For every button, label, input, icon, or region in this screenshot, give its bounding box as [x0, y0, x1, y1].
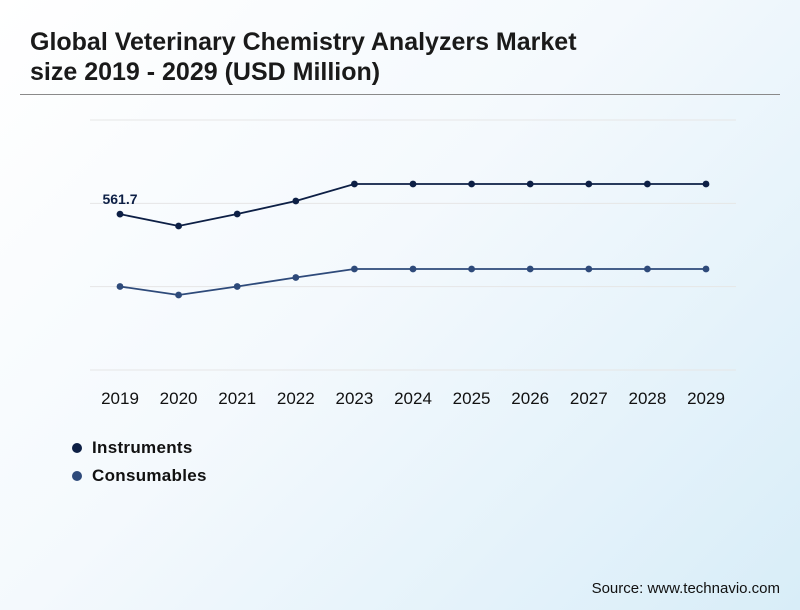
x-tick-label: 2022: [277, 389, 315, 408]
data-point-consumables: [292, 274, 300, 281]
legend-item-consumables: Consumables: [72, 462, 207, 490]
title-divider: [20, 94, 780, 95]
data-point-instruments: [585, 180, 593, 188]
x-tick-label: 2023: [335, 389, 373, 408]
legend-marker-instruments: [72, 443, 82, 453]
data-point-consumables: [233, 283, 241, 290]
data-point-instruments: [175, 222, 183, 230]
data-point-instruments: [233, 210, 241, 218]
data-point-instruments: [468, 180, 475, 188]
data-label: 561.7: [102, 191, 137, 207]
x-tick-label: 2028: [628, 389, 666, 408]
x-tick-label: 2021: [218, 389, 256, 408]
data-point-consumables: [351, 265, 358, 273]
x-tick-label: 2020: [160, 389, 198, 408]
x-tick-label: 2019: [101, 389, 139, 408]
legend: Instruments Consumables: [72, 434, 207, 490]
x-tick-label: 2026: [511, 389, 549, 408]
data-point-consumables: [585, 265, 593, 273]
legend-item-instruments: Instruments: [72, 434, 207, 462]
data-point-instruments: [292, 197, 300, 205]
data-point-consumables: [116, 283, 124, 290]
data-point-consumables: [526, 265, 534, 273]
chart-title-line-1: Global Veterinary Chemistry Analyzers Ma…: [30, 28, 577, 56]
data-point-consumables: [175, 291, 183, 299]
chart-title-line-2: size 2019 - 2029 (USD Million): [30, 58, 381, 86]
data-point-consumables: [702, 265, 710, 273]
legend-label-instruments: Instruments: [92, 438, 193, 457]
data-point-consumables: [644, 265, 651, 273]
series-line-consumables: [119, 268, 706, 296]
legend-label-consumables: Consumables: [92, 466, 207, 485]
data-point-consumables: [409, 265, 417, 273]
data-point-instruments: [351, 180, 358, 188]
data-point-instruments: [116, 210, 124, 218]
data-point-instruments: [526, 180, 534, 188]
data-point-instruments: [644, 180, 651, 188]
series-line-instruments: [119, 183, 706, 227]
data-point-instruments: [409, 180, 417, 188]
x-tick-label: 2027: [570, 389, 608, 408]
chart-title: Global Veterinary Chemistry Analyzers Ma…: [30, 27, 730, 87]
legend-marker-consumables: [72, 471, 82, 481]
data-point-instruments: [702, 180, 710, 188]
x-tick-label: 2025: [453, 389, 491, 408]
source-credit: Source: www.technavio.com: [591, 580, 780, 597]
x-tick-label: 2029: [687, 389, 725, 408]
data-point-consumables: [468, 265, 475, 273]
x-tick-label: 2024: [394, 389, 432, 408]
